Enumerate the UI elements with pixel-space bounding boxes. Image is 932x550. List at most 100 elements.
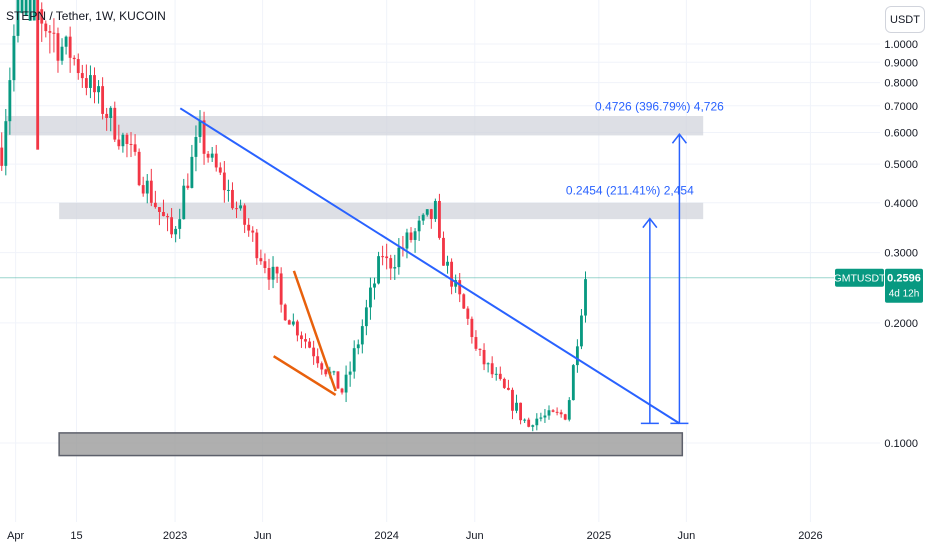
candle-body: [462, 294, 466, 309]
candle-body: [133, 144, 137, 152]
candle-body: [377, 256, 380, 284]
candle-body: [222, 172, 226, 191]
support-zone[interactable]: [58, 432, 684, 457]
drawings-layer[interactable]: [179, 107, 689, 425]
candle-body: [490, 363, 494, 375]
descending-trendline[interactable]: [179, 107, 680, 425]
candle-body: [332, 371, 336, 373]
candle-body: [206, 153, 210, 158]
candle-body: [28, 0, 32, 21]
candle-body: [580, 315, 583, 347]
candle-body: [482, 349, 486, 365]
candle-body: [44, 23, 48, 32]
candle-body: [551, 410, 555, 412]
candle-body: [259, 258, 263, 262]
candle-body: [84, 78, 88, 88]
candle-body: [218, 167, 222, 173]
y-tick-label: 1.0000: [884, 39, 918, 51]
candle-body: [36, 0, 40, 150]
candle-body: [0, 147, 4, 166]
candle-body: [527, 419, 531, 427]
candle-body: [584, 279, 587, 316]
candle-body: [158, 207, 161, 212]
price-axis[interactable]: 1.0000 0.9000 0.8000 0.7000 0.6000 0.5000 0.40…: [884, 39, 918, 450]
candle-body: [129, 143, 133, 145]
candle-body: [4, 121, 8, 166]
candle-body: [474, 337, 478, 349]
candle-body: [433, 200, 437, 219]
candle-body: [287, 320, 291, 325]
candle-body: [511, 389, 514, 411]
candle-body: [52, 32, 56, 34]
candle-body: [40, 9, 44, 24]
candle-body: [438, 200, 441, 238]
candle-body: [336, 371, 340, 389]
candle-body: [174, 228, 178, 235]
target-arrowhead-icon: [642, 217, 658, 229]
candle-body: [352, 348, 356, 372]
candle-body: [393, 267, 397, 269]
falling-wedge-line[interactable]: [272, 355, 337, 396]
candle-body: [182, 185, 186, 220]
candle-body: [76, 59, 80, 74]
zones-layer: [5, 116, 704, 457]
candle-body: [166, 216, 169, 218]
candle-body: [498, 373, 502, 379]
x-tick-label: Jun: [466, 530, 484, 542]
candle-body: [502, 378, 506, 388]
annotation-layer: 0.2454 (211.41%) 2,454 0.4726 (396.79%) 4…: [566, 99, 724, 197]
symbol-tag: [835, 268, 884, 287]
candle-body: [425, 209, 429, 215]
currency-button[interactable]: USDT: [885, 6, 925, 33]
candle-body: [109, 107, 113, 118]
resistance-zone[interactable]: [59, 202, 704, 220]
candle-body: [20, 0, 24, 14]
candles-layer: [0, 0, 587, 432]
candle-body: [93, 75, 96, 93]
candle-body: [340, 388, 344, 393]
candle-body: [80, 73, 84, 79]
candle-body: [198, 120, 202, 137]
candle-body: [442, 237, 445, 266]
candle-body: [202, 120, 206, 154]
candle-body: [235, 208, 238, 210]
resistance-zone[interactable]: [5, 116, 704, 136]
x-tick-label: Jun: [254, 530, 272, 542]
candle-body: [16, 0, 20, 36]
y-tick-label: 0.7000: [884, 101, 918, 113]
candle-body: [72, 57, 76, 60]
falling-wedge-line[interactable]: [292, 270, 337, 392]
candle-body: [141, 185, 145, 194]
candle-body: [547, 410, 551, 416]
candle-body: [373, 283, 376, 288]
candle-body: [186, 185, 190, 188]
candle-body: [190, 156, 194, 188]
candle-body: [117, 139, 121, 147]
candle-body: [267, 267, 271, 280]
candle-body: [275, 266, 279, 274]
candle-body: [381, 256, 385, 258]
candle-body: [304, 339, 307, 342]
candle-body: [413, 231, 417, 240]
candle-body: [575, 346, 579, 366]
candle-body: [559, 412, 563, 415]
x-tick-label: Jun: [678, 530, 696, 542]
candle-body: [543, 415, 547, 418]
candle-body: [283, 304, 287, 321]
candle-body: [535, 418, 539, 426]
target-arrowhead-icon: [671, 133, 688, 144]
candle-body: [178, 219, 182, 229]
candle-body: [32, 0, 36, 21]
x-tick-label: 2024: [374, 530, 398, 542]
bar-countdown: 4d 12h: [889, 289, 920, 300]
candle-body: [486, 363, 490, 365]
candle-body: [226, 189, 230, 191]
candle-body: [121, 134, 125, 147]
candle-body: [555, 411, 559, 413]
candle-body: [97, 86, 100, 93]
candle-body: [251, 230, 255, 233]
time-axis[interactable]: Apr 15 2023 Jun 2024 Jun 2025 Jun 2026: [7, 530, 823, 542]
candle-body: [515, 402, 518, 411]
last-price-value: 0.2596: [887, 273, 921, 285]
